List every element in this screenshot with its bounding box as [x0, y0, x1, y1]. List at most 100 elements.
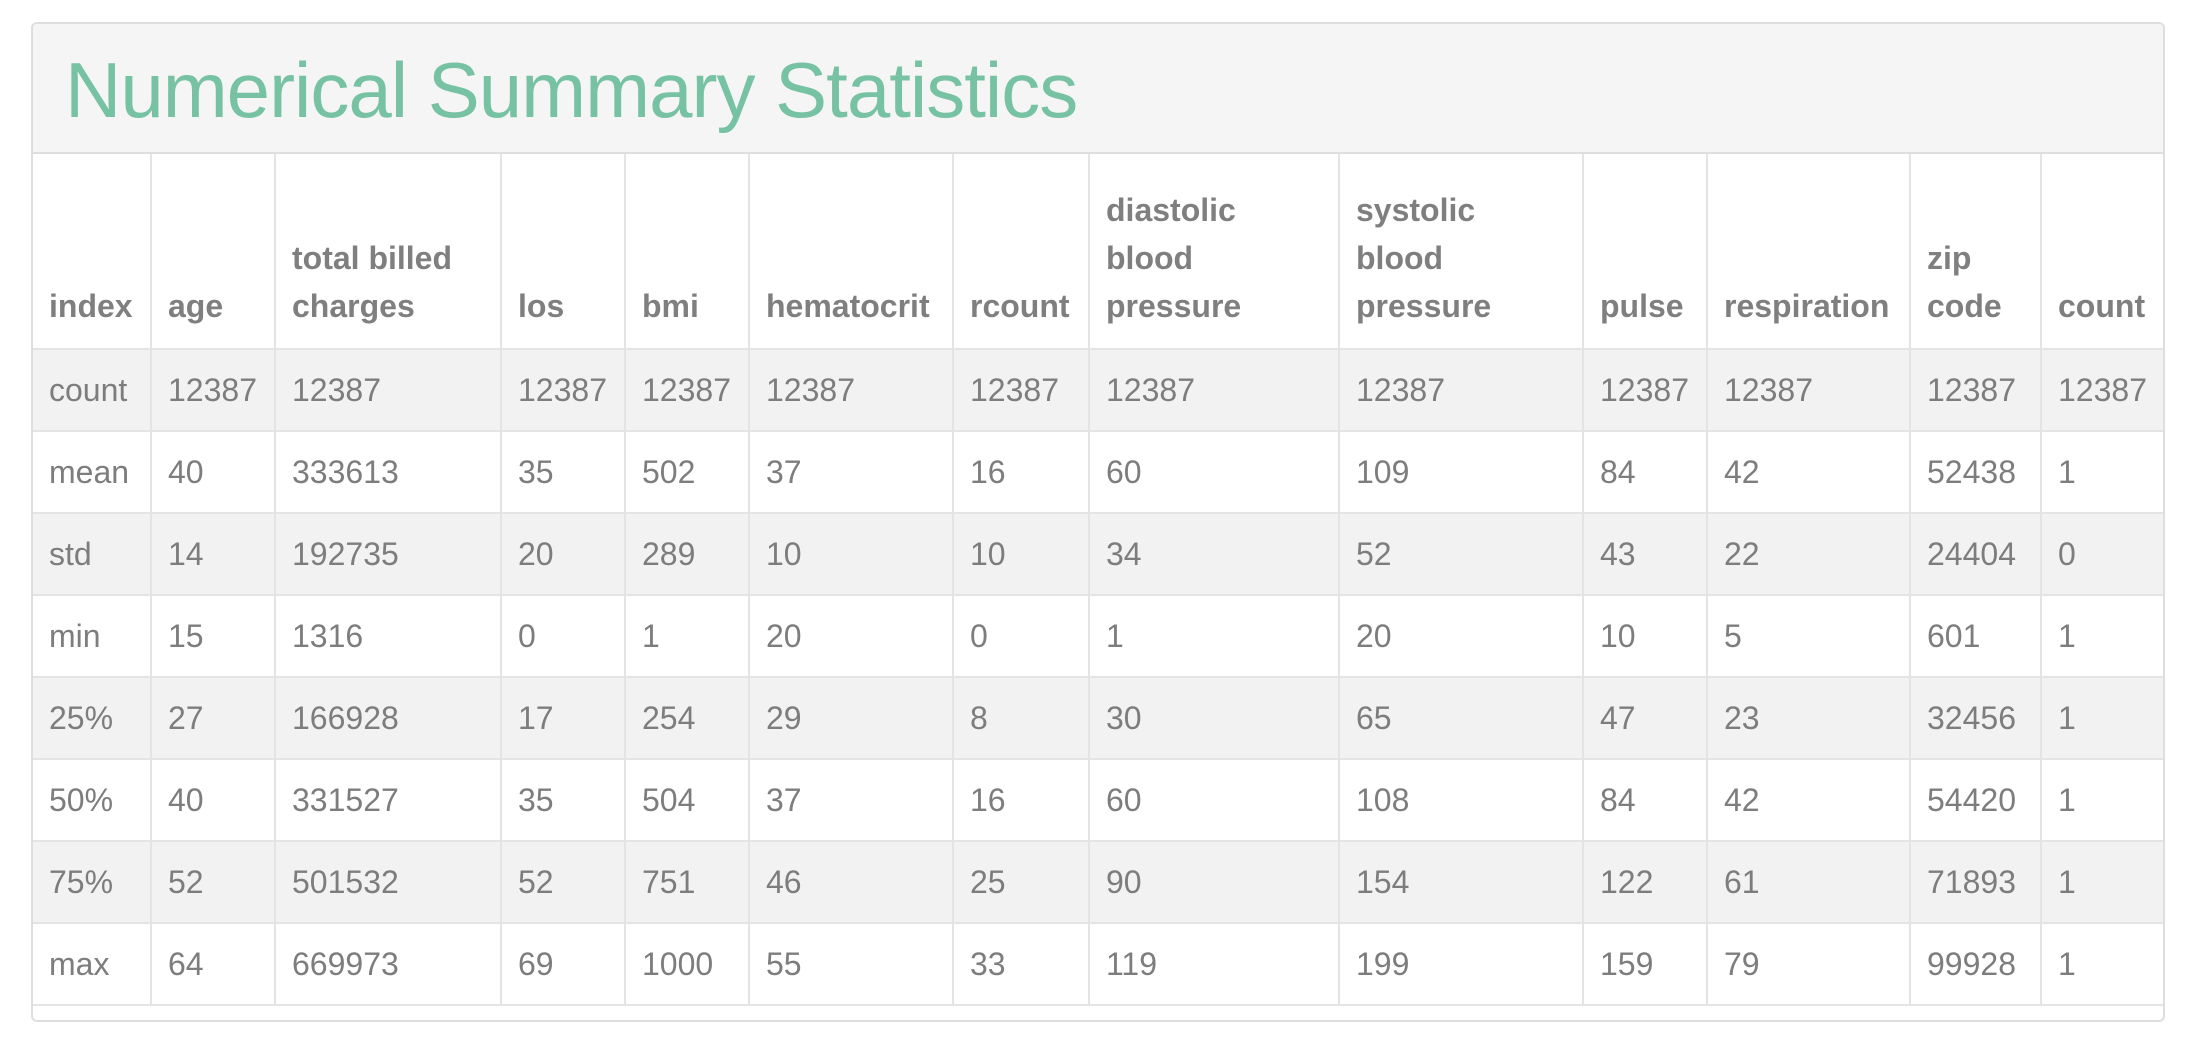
table-cell: 99928 [1909, 922, 2042, 1006]
table-cell: 1316 [274, 594, 502, 678]
table-cell: 54420 [1909, 758, 2042, 842]
table-row: count 12387 12387 12387 12387 12387 12387 12387… [33, 348, 2163, 432]
table-cell: 30 [1088, 676, 1340, 760]
table-cell: 331527 [274, 758, 502, 842]
table-cell: 10 [748, 512, 954, 596]
table-cell: 65 [1338, 676, 1584, 760]
table-cell: 154 [1338, 840, 1584, 924]
table-cell: 32456 [1909, 676, 2042, 760]
row-label-cell: mean [33, 430, 152, 514]
table-cell: 16 [952, 758, 1090, 842]
table-cell: 52 [150, 840, 276, 924]
table-cell: 1000 [624, 922, 750, 1006]
table-cell: 12387 [952, 348, 1090, 432]
column-header-age: age [150, 154, 276, 350]
table-cell: 192735 [274, 512, 502, 596]
table-cell: 12387 [1088, 348, 1340, 432]
table-cell: 29 [748, 676, 954, 760]
table-cell: 8 [952, 676, 1090, 760]
row-label-cell: 50% [33, 758, 152, 842]
table-cell: 90 [1088, 840, 1340, 924]
table-cell: 12387 [1582, 348, 1708, 432]
table-cell: 35 [500, 430, 626, 514]
column-header-pulse: pulse [1582, 154, 1708, 350]
row-label-cell: count [33, 348, 152, 432]
table-cell: 52 [1338, 512, 1584, 596]
table-cell: 33 [952, 922, 1090, 1006]
column-header-zip-code: zip code [1909, 154, 2042, 350]
table-cell: 1 [2040, 922, 2163, 1006]
table-cell: 502 [624, 430, 750, 514]
row-label-cell: 75% [33, 840, 152, 924]
table-cell: 17 [500, 676, 626, 760]
row-label-cell: min [33, 594, 152, 678]
table-cell: 24404 [1909, 512, 2042, 596]
table-cell: 12387 [748, 348, 954, 432]
table-cell: 12387 [2040, 348, 2163, 432]
table-cell: 52 [500, 840, 626, 924]
table-cell: 34 [1088, 512, 1340, 596]
table-cell: 10 [952, 512, 1090, 596]
table-cell: 108 [1338, 758, 1584, 842]
table-cell: 0 [2040, 512, 2163, 596]
table-cell: 15 [150, 594, 276, 678]
table-cell: 42 [1706, 430, 1911, 514]
column-header-index: index [33, 154, 152, 350]
table-cell: 84 [1582, 430, 1708, 514]
table-cell: 23 [1706, 676, 1911, 760]
table-row: 75% 52 501532 52 751 46 25 90 154 122 61 71893 1 [33, 840, 2163, 924]
table-cell: 12387 [1706, 348, 1911, 432]
row-label-cell: 25% [33, 676, 152, 760]
table-cell: 25 [952, 840, 1090, 924]
table-row: 50% 40 331527 35 504 37 16 60 108 84 42 54420 1 [33, 758, 2163, 842]
table-cell: 12387 [624, 348, 750, 432]
table-cell: 71893 [1909, 840, 2042, 924]
summary-table: index age total billed charges los bmi h… [33, 154, 2163, 1006]
table-cell: 601 [1909, 594, 2042, 678]
table-cell: 166928 [274, 676, 502, 760]
table-cell: 60 [1088, 430, 1340, 514]
table-cell: 669973 [274, 922, 502, 1006]
table-cell: 40 [150, 430, 276, 514]
table-cell: 1 [2040, 594, 2163, 678]
table-cell: 199 [1338, 922, 1584, 1006]
table-cell: 69 [500, 922, 626, 1006]
table-cell: 1 [2040, 840, 2163, 924]
column-header-diastolic-blood-pressure: diastolic blood pressure [1088, 154, 1340, 350]
table-cell: 254 [624, 676, 750, 760]
table-cell: 501532 [274, 840, 502, 924]
table-cell: 35 [500, 758, 626, 842]
summary-panel: Numerical Summary Statistics index age t… [31, 22, 2165, 1022]
table-row: min 15 1316 0 1 20 0 1 20 10 5 601 1 [33, 594, 2163, 678]
page-title: Numerical Summary Statistics [65, 45, 1078, 134]
table-cell: 751 [624, 840, 750, 924]
table-cell: 12387 [150, 348, 276, 432]
table-cell: 0 [500, 594, 626, 678]
table-cell: 1 [624, 594, 750, 678]
table-cell: 289 [624, 512, 750, 596]
table-cell: 20 [500, 512, 626, 596]
table-cell: 47 [1582, 676, 1708, 760]
table-cell: 22 [1706, 512, 1911, 596]
table-cell: 43 [1582, 512, 1708, 596]
table-cell: 37 [748, 758, 954, 842]
table-cell: 159 [1582, 922, 1708, 1006]
column-header-los: los [500, 154, 626, 350]
table-cell: 333613 [274, 430, 502, 514]
table-cell: 27 [150, 676, 276, 760]
table-cell: 122 [1582, 840, 1708, 924]
table-cell: 1 [1088, 594, 1340, 678]
column-header-total-billed-charges: total billed charges [274, 154, 502, 350]
table-cell: 20 [748, 594, 954, 678]
column-header-bmi: bmi [624, 154, 750, 350]
table-row: std 14 192735 20 289 10 10 34 52 43 22 24404 0 [33, 512, 2163, 596]
table-cell: 1 [2040, 676, 2163, 760]
table-cell: 119 [1088, 922, 1340, 1006]
panel-header: Numerical Summary Statistics [33, 24, 2163, 154]
table-cell: 64 [150, 922, 276, 1006]
table-cell: 46 [748, 840, 954, 924]
table-cell: 5 [1706, 594, 1911, 678]
row-label-cell: max [33, 922, 152, 1006]
table-cell: 1 [2040, 758, 2163, 842]
table-row: max 64 669973 69 1000 55 33 119 199 159 79 99928 1 [33, 922, 2163, 1006]
